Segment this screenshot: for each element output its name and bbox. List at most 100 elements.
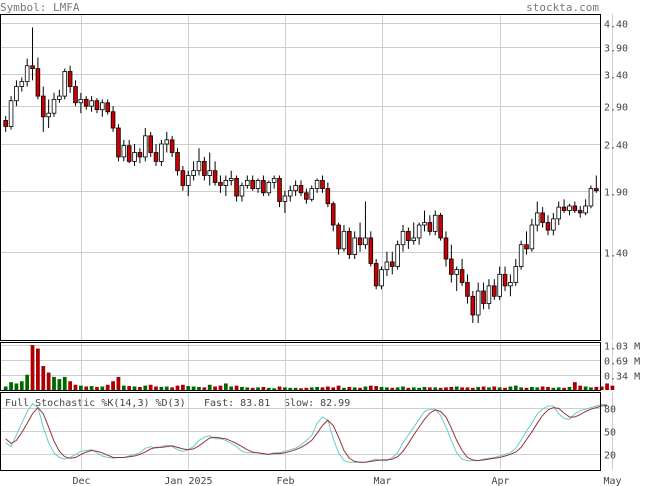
volume-bar [594, 386, 599, 390]
volume-bar [3, 386, 8, 390]
volume-bar [551, 387, 556, 390]
volume-bar [223, 383, 228, 390]
x-tick-label: Apr [491, 476, 509, 486]
price-tick-label: 2.90 [604, 103, 628, 114]
candle-body [148, 135, 153, 153]
volume-tick-label: 0.34 M [604, 372, 640, 383]
volume-bar [207, 384, 212, 390]
candle-body [126, 145, 132, 162]
candle-body [73, 86, 78, 104]
volume-bar [127, 386, 132, 390]
volume-bar [476, 386, 481, 390]
volume-bar [385, 387, 389, 390]
volume-bar [261, 386, 266, 390]
volume-frame [0, 342, 601, 391]
x-tick-label: May [603, 476, 621, 486]
candle-body [432, 214, 438, 232]
candle-body [486, 285, 492, 304]
volume-bar [605, 383, 609, 390]
volume-bar [503, 387, 507, 390]
volume-bar [25, 374, 30, 390]
candle-body [35, 68, 41, 97]
volume-bar [578, 385, 583, 390]
candle-body [422, 222, 427, 226]
volume-bar [449, 386, 454, 390]
candle-body [389, 261, 395, 267]
fast-label: Fast: 83.81 [204, 398, 270, 409]
candle-body [202, 160, 207, 176]
volume-bar [170, 387, 175, 390]
volume-bar [143, 385, 148, 390]
volume-bar [100, 386, 105, 390]
candle-body [94, 100, 100, 111]
stochastic-frame [0, 392, 601, 471]
volume-bar [325, 386, 330, 390]
volume-bar [191, 386, 196, 390]
volume-bar [309, 387, 314, 390]
volume-bar [508, 386, 513, 390]
candle-body [588, 188, 594, 207]
volume-panel: 1.03 M 0.69 M 0.34 M [0, 342, 640, 391]
candle-body [459, 269, 465, 283]
candle-body [287, 190, 293, 197]
candle-body [368, 237, 374, 264]
candle-body [438, 214, 443, 239]
candle-body [481, 290, 486, 304]
candle-body [304, 192, 309, 200]
candle-body [282, 195, 288, 202]
candle-body [384, 261, 390, 271]
volume-bar [567, 386, 572, 390]
volume-tick-label: 0.69 M [604, 357, 640, 368]
candle-body [551, 218, 556, 231]
candle-body [180, 170, 186, 186]
volume-bar [535, 387, 540, 390]
volume-bar [470, 387, 475, 390]
volume-bar [374, 386, 379, 390]
candle-body [561, 206, 567, 211]
volume-bar [283, 387, 287, 390]
x-tick-label: Jan 2025 [164, 476, 212, 486]
candle-body [475, 290, 481, 316]
candle-body [137, 152, 143, 158]
candle-body [89, 100, 94, 107]
candle-body [175, 152, 180, 172]
candle-body [62, 71, 68, 97]
x-tick-label: Feb [276, 476, 294, 486]
volume-bar [599, 386, 604, 390]
stochastic-tick-label: 20 [604, 451, 616, 462]
volume-bar [481, 386, 486, 390]
volume-bar [95, 386, 99, 390]
volume-bar [417, 387, 422, 390]
volume-bar [519, 387, 524, 390]
volume-bar [78, 385, 83, 390]
volume-bar [304, 387, 309, 390]
volume-bar [9, 382, 13, 390]
site-name[interactable]: stockta.com [526, 1, 599, 14]
candle-body [567, 205, 572, 211]
price-tick-label: 1.40 [604, 249, 628, 260]
candle-body [51, 99, 57, 114]
candle-body [583, 205, 588, 214]
candle-body [223, 180, 229, 186]
volume-bar [41, 366, 46, 390]
volume-bar [562, 387, 566, 390]
volume-bar [293, 387, 298, 390]
candle-body [395, 244, 400, 267]
volume-bar [175, 385, 180, 390]
stochastic-tick-label: 80 [604, 405, 616, 416]
candle-body [78, 99, 84, 104]
volume-bar [180, 384, 185, 390]
candle-body [594, 188, 599, 192]
volume-bar [524, 387, 529, 390]
candle-body [245, 180, 250, 186]
candle-body [143, 135, 148, 158]
volume-bar [465, 387, 470, 390]
stochastic-title: Full Stochastic %K(14,3) %D(3) [5, 398, 186, 409]
volume-bar [250, 387, 255, 390]
volume-bar [62, 376, 67, 390]
candle-body [121, 145, 127, 158]
candle-body [191, 170, 196, 176]
volume-bar [46, 372, 51, 390]
candle-body [14, 86, 19, 102]
volume-bar [164, 386, 169, 390]
